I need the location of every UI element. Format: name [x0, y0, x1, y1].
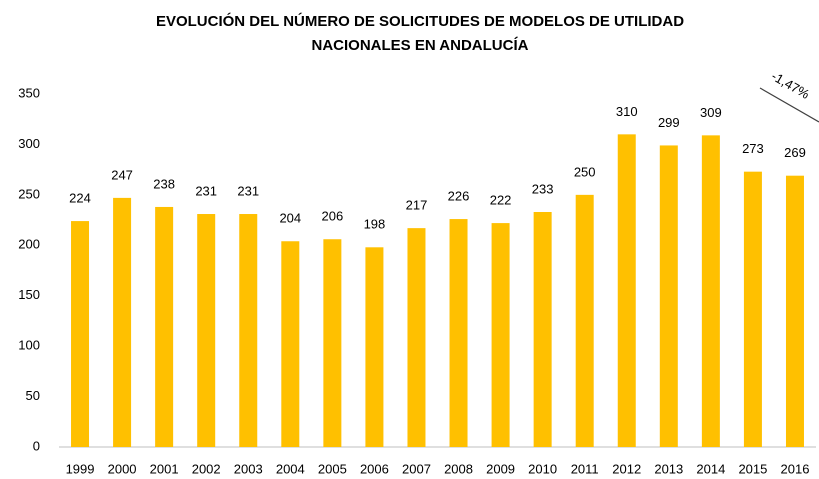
data-label: 226: [448, 189, 470, 204]
data-label: 231: [237, 183, 259, 198]
bar: [743, 171, 762, 447]
bar: [785, 175, 804, 448]
bar: [659, 145, 678, 448]
x-tick-label: 2002: [192, 461, 221, 476]
y-tick-label: 0: [33, 438, 40, 453]
data-label: 222: [490, 193, 512, 208]
x-tick-label: 2006: [360, 461, 389, 476]
bar: [155, 206, 174, 447]
x-tick-label: 2005: [318, 461, 347, 476]
y-tick-label: 300: [18, 136, 40, 151]
bar: [281, 241, 300, 447]
x-tick-label: 1999: [66, 461, 95, 476]
data-label: 217: [406, 198, 428, 213]
x-tick-label: 2000: [108, 461, 137, 476]
bar: [113, 197, 132, 447]
x-tick-label: 2011: [571, 461, 599, 476]
data-label: 224: [69, 191, 91, 206]
x-tick-label: 2012: [612, 461, 641, 476]
data-label: 250: [574, 164, 596, 179]
x-tick-label: 2007: [402, 461, 431, 476]
y-tick-label: 100: [18, 338, 40, 353]
y-tick-label: 50: [26, 388, 40, 403]
data-label: 238: [153, 176, 175, 191]
x-tick-label: 2003: [234, 461, 263, 476]
annotation-arrow: [759, 87, 819, 123]
chart-title: EVOLUCIÓN DEL NÚMERO DE SOLICITUDES DE M…: [156, 12, 684, 30]
bar: [407, 228, 426, 447]
data-label: 247: [111, 167, 133, 182]
data-label: 233: [532, 181, 554, 196]
bar: [71, 221, 90, 447]
bar: [701, 135, 720, 447]
y-tick-label: 200: [18, 237, 40, 252]
data-label: 206: [322, 209, 344, 224]
bar: [575, 194, 594, 447]
bar: [239, 214, 258, 447]
x-tick-label: 2015: [738, 461, 767, 476]
data-label: 269: [784, 145, 806, 160]
data-label: 310: [616, 104, 638, 119]
x-tick-label: 2016: [781, 461, 810, 476]
y-tick-label: 350: [18, 85, 40, 100]
bar: [491, 223, 510, 447]
data-label: 231: [195, 183, 217, 198]
data-label: 309: [700, 105, 722, 120]
bar: [197, 214, 216, 447]
chart-title: NACIONALES EN ANDALUCÍA: [312, 37, 529, 54]
data-label: 273: [742, 141, 764, 156]
data-label: 204: [279, 211, 301, 226]
bar: [449, 219, 468, 447]
x-tick-label: 2008: [444, 461, 473, 476]
x-tick-label: 2004: [276, 461, 305, 476]
y-tick-label: 150: [18, 287, 40, 302]
bar: [365, 247, 384, 447]
x-tick-label: 2010: [528, 461, 557, 476]
y-tick-label: 250: [18, 186, 40, 201]
bar: [533, 212, 552, 447]
data-label: 198: [364, 217, 386, 232]
data-label: 299: [658, 115, 680, 130]
x-tick-label: 2013: [654, 461, 683, 476]
x-tick-label: 2014: [696, 461, 725, 476]
x-tick-label: 2009: [486, 461, 515, 476]
bar: [323, 239, 342, 447]
x-tick-label: 2001: [150, 461, 179, 476]
bar: [617, 134, 636, 448]
